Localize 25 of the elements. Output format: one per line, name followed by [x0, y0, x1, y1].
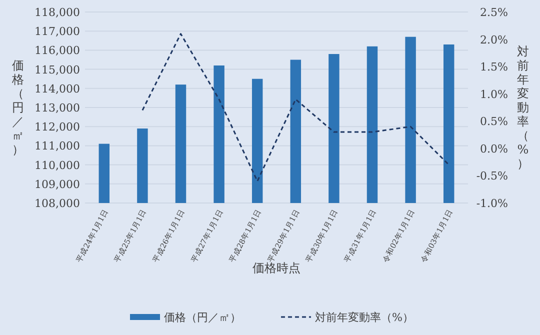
y-tick-label: 112,000 [34, 120, 80, 134]
y2-tick-label: 2.5% [480, 6, 508, 19]
y2-tick-label: 0.5% [480, 115, 508, 128]
y-tick-label: 113,000 [34, 102, 80, 114]
y2-tick-label: 1.5% [480, 60, 508, 74]
legend-label: 対前年変動率（%） [315, 311, 414, 324]
legend-label: 価格（円／㎡） [164, 311, 241, 324]
y-tick-label: 115,000 [34, 63, 80, 76]
x-axis-title: 価格時点 [252, 261, 300, 275]
y-tick-label: 117,000 [34, 25, 80, 38]
y-tick-label: 109,000 [34, 178, 80, 191]
axis-title: 対前年変動率（%） [517, 44, 529, 170]
y-tick-label: 111,000 [34, 140, 80, 153]
y2-tick-label: 1.0% [480, 88, 508, 101]
axis-title: 価格（円／㎡） [12, 58, 24, 156]
y-tick-label: 114,000 [34, 82, 80, 96]
y2-tick-label: -0.5% [476, 170, 508, 183]
line-series [142, 33, 450, 182]
y2-tick-label: 2.0% [480, 33, 508, 46]
y2-tick-label: -1.0% [476, 197, 508, 210]
y2-tick-label: 0.0% [480, 142, 508, 156]
y-tick-label: 118,000 [34, 6, 80, 19]
y-tick-label: 108,000 [34, 197, 80, 210]
y-tick-label: 116,000 [34, 44, 80, 58]
y-tick-label: 110,000 [34, 158, 80, 172]
